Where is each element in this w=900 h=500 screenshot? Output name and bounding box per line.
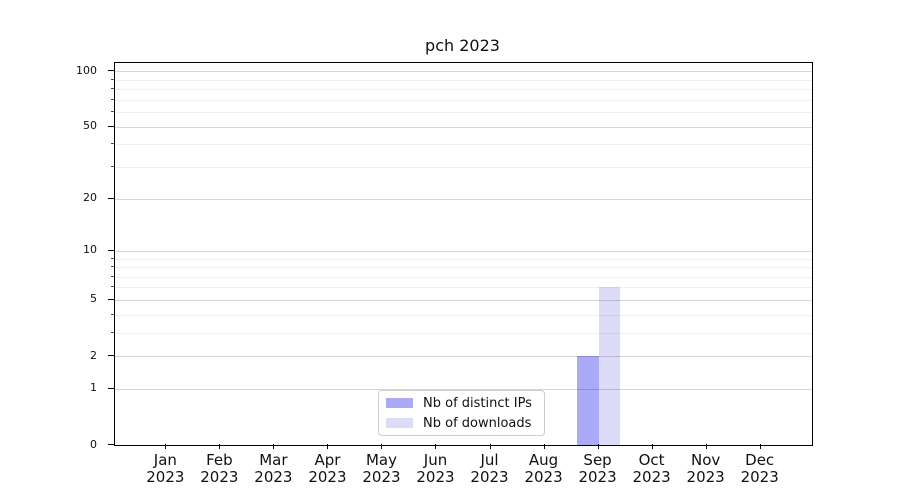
major-gridline-1 [115, 388, 812, 390]
legend-item-downloads: Nb of downloads [386, 414, 538, 432]
y-minor-tick-70 [111, 98, 114, 100]
minor-gridline-80 [115, 89, 812, 91]
minor-gridline-6 [115, 287, 812, 289]
y-minor-tick-40 [111, 143, 114, 145]
y-minor-tick-7 [111, 275, 114, 277]
x-tick-label-nov: Nov 2023 [686, 451, 725, 486]
x-tick-jul [489, 444, 491, 449]
x-tick-aug [543, 444, 545, 449]
y-minor-tick-60 [111, 111, 114, 113]
major-gridline-100 [115, 71, 812, 73]
x-tick-oct [651, 444, 653, 449]
x-tick-label-apr: Apr 2023 [308, 451, 347, 486]
major-gridline-10 [115, 250, 812, 252]
y-minor-tick-9 [111, 257, 114, 259]
x-tick-sep [597, 444, 599, 449]
legend-swatch-downloads [386, 418, 413, 428]
y-tick-label-1: 1 [90, 381, 97, 395]
x-tick-label-jun: Jun 2023 [416, 451, 455, 486]
x-tick-label-aug: Aug 2023 [524, 451, 563, 486]
y-tick-label-50: 50 [83, 119, 97, 133]
x-tick-may [381, 444, 383, 449]
bars-layer [115, 63, 812, 445]
y-tick-label-5: 5 [90, 292, 97, 306]
legend-swatch-distinct-ips [386, 398, 413, 408]
minor-gridline-40 [115, 144, 812, 146]
plot-area [114, 62, 813, 446]
legend: Nb of distinct IPs Nb of downloads [378, 390, 545, 436]
x-tick-label-sep: Sep 2023 [578, 451, 617, 486]
y-minor-tick-4 [111, 313, 114, 315]
y-tick-label-2: 2 [90, 348, 97, 362]
y-tick-2 [108, 355, 114, 357]
major-gridline-2 [115, 356, 812, 358]
grid-layer [115, 63, 812, 445]
y-tick-1 [108, 387, 114, 389]
x-tick-label-oct: Oct 2023 [632, 451, 671, 486]
x-tick-jun [435, 444, 437, 449]
legend-label-distinct-ips: Nb of distinct IPs [423, 395, 532, 411]
y-minor-tick-8 [111, 266, 114, 268]
x-tick-label-dec: Dec 2023 [740, 451, 779, 486]
bar-distinct-ips-sep [576, 356, 599, 445]
y-tick-100 [108, 70, 114, 72]
y-tick-label-100: 100 [76, 63, 97, 77]
x-tick-label-jul: Jul 2023 [470, 451, 509, 486]
x-tick-mar [273, 444, 275, 449]
legend-label-downloads: Nb of downloads [423, 415, 532, 431]
y-minor-tick-90 [111, 78, 114, 80]
y-tick-0 [108, 444, 114, 445]
chart-title: pch 2023 [425, 36, 500, 55]
y-tick-label-10: 10 [83, 243, 97, 257]
y-tick-10 [108, 249, 114, 251]
minor-gridline-8 [115, 267, 812, 269]
x-tick-dec [759, 444, 761, 449]
minor-gridline-30 [115, 166, 812, 168]
bar-downloads-sep [598, 287, 621, 445]
legend-item-distinct-ips: Nb of distinct IPs [386, 394, 538, 412]
minor-gridline-70 [115, 99, 812, 101]
y-tick-label-0: 0 [90, 437, 97, 451]
minor-gridline-60 [115, 112, 812, 114]
minor-gridline-90 [115, 79, 812, 81]
y-tick-5 [108, 298, 114, 300]
x-tick-apr [327, 444, 329, 449]
y-tick-label-20: 20 [83, 191, 97, 205]
y-minor-tick-3 [111, 331, 114, 333]
minor-gridline-3 [115, 332, 812, 334]
x-tick-nov [705, 444, 707, 449]
y-minor-tick-80 [111, 88, 114, 90]
x-tick-label-may: May 2023 [362, 451, 401, 486]
y-tick-50 [108, 125, 114, 127]
y-minor-tick-6 [111, 286, 114, 288]
y-tick-20 [108, 197, 114, 199]
minor-gridline-4 [115, 314, 812, 316]
x-tick-label-mar: Mar 2023 [254, 451, 293, 486]
x-tick-label-jan: Jan 2023 [146, 451, 185, 486]
major-gridline-50 [115, 126, 812, 128]
x-tick-feb [219, 444, 221, 449]
x-tick-label-feb: Feb 2023 [200, 451, 239, 486]
x-tick-jan [165, 444, 167, 449]
minor-gridline-9 [115, 258, 812, 260]
major-gridline-20 [115, 198, 812, 200]
y-minor-tick-30 [111, 165, 114, 167]
major-gridline-5 [115, 299, 812, 301]
minor-gridline-7 [115, 276, 812, 278]
